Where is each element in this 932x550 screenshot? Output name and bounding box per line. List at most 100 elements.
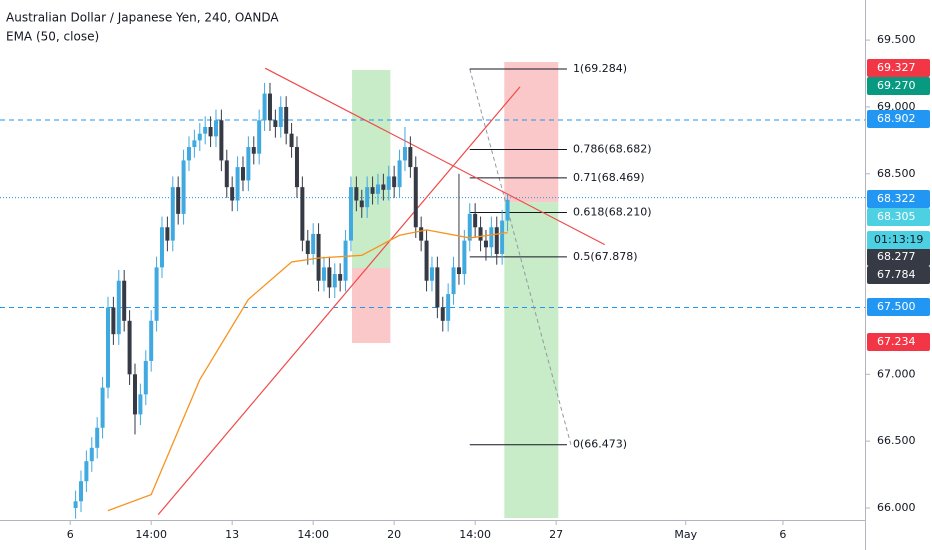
candle-body [246,147,251,181]
candle-body [413,167,418,228]
price-tag-label: 68.277 [877,250,916,263]
y-tick-label: 67.000 [877,367,916,380]
candle-body [424,240,429,281]
candle-body [348,187,353,241]
candle-body [343,240,348,281]
candle-body [267,93,272,121]
fib-trend [469,68,572,445]
candle-body [176,187,181,214]
candle-body [219,120,224,161]
price-tag [867,59,930,77]
candle-body [327,267,332,288]
y-tick-label: 69.000 [877,100,916,113]
price-tag [867,77,930,95]
y-tick-label: 68.500 [877,167,916,180]
price-tag [867,190,930,208]
fib-label: 0.618(68.210) [573,206,652,219]
price-tag [867,208,930,226]
position-top [504,62,559,203]
price-tag-label: 68.322 [877,192,916,205]
candle-body [284,106,289,134]
candle-body [429,267,434,281]
indicator-label: EMA (50, close) [6,30,99,44]
x-tick-label: 6 [779,528,786,541]
candle-body [186,147,191,161]
price-tag [867,266,930,284]
candle-body [100,387,105,428]
candle-body [321,267,326,281]
ema-line [107,229,508,512]
candle-body [375,184,380,194]
price-tag-label: 67.784 [877,268,916,281]
position-top [352,70,391,269]
candle-body [494,227,499,254]
candle-body [354,187,359,201]
position-bottom [352,268,391,344]
countdown-tag [867,231,930,249]
candle-body [138,394,143,415]
price-tag [867,110,930,128]
fib-label: 0.786(68.682) [573,142,652,155]
candle-body [397,160,402,188]
candle-body [370,187,375,194]
candle-body [240,167,245,181]
x-tick-label: 14:00 [297,528,329,541]
candle-body [316,233,321,281]
fib-label: 0.71(68.469) [573,171,645,184]
candle-body [381,184,386,190]
fib-label: 0.5(67.878) [573,250,638,263]
candle-body [159,227,164,268]
position-bottom [504,202,559,518]
candle-body [95,427,100,448]
candle-body [300,187,305,241]
candle-body [386,176,391,190]
candle-body [143,360,148,395]
price-tag-label: 67.500 [877,300,916,313]
chart-title: Australian Dollar / Japanese Yen, 240, O… [6,11,279,25]
candle-body [73,501,78,508]
candle-body [440,307,445,321]
candle-body [197,133,202,141]
y-tick-label: 66.000 [877,501,916,514]
candle-body [235,167,240,201]
price-tag [867,248,930,266]
price-tag-label: 69.327 [877,61,916,74]
candle-body [311,233,316,254]
candle-body [359,200,364,208]
candle-body [257,120,262,154]
plot-area: 1(69.284) 0.786(68.682) 0.71(68.469) 0.618(… [0,62,865,519]
candle-body [89,447,94,462]
candle-body [365,187,370,208]
candle-body [165,227,170,241]
price-tag-label: 68.305 [877,210,916,223]
candle-body [456,267,461,275]
candle-body [84,461,89,482]
x-tick-label: May [674,528,697,541]
candle-body [294,147,299,188]
candle-body [473,213,478,228]
candle-body [446,294,451,321]
candle-body [230,187,235,201]
candle-body [289,133,294,148]
candle-body [170,187,175,241]
candle-body [203,126,208,134]
x-tick-label: 13 [225,528,239,541]
y-tick-label: 69.500 [877,33,916,46]
trendline [157,86,521,516]
trendline [264,67,606,246]
candle-body [208,126,213,137]
candle-body [105,307,110,388]
candle-body [500,220,505,254]
price-tag-label: 69.270 [877,79,916,92]
candle-body [251,147,256,154]
candle-body [273,120,278,127]
candle-body [451,267,456,295]
price-tag-label: 68.902 [877,112,916,125]
candle-body [181,160,186,214]
candle-body [224,160,229,188]
x-tick-label: 20 [387,528,401,541]
candle-body [505,199,510,221]
candle-body [122,280,127,321]
price-tag [867,333,930,351]
